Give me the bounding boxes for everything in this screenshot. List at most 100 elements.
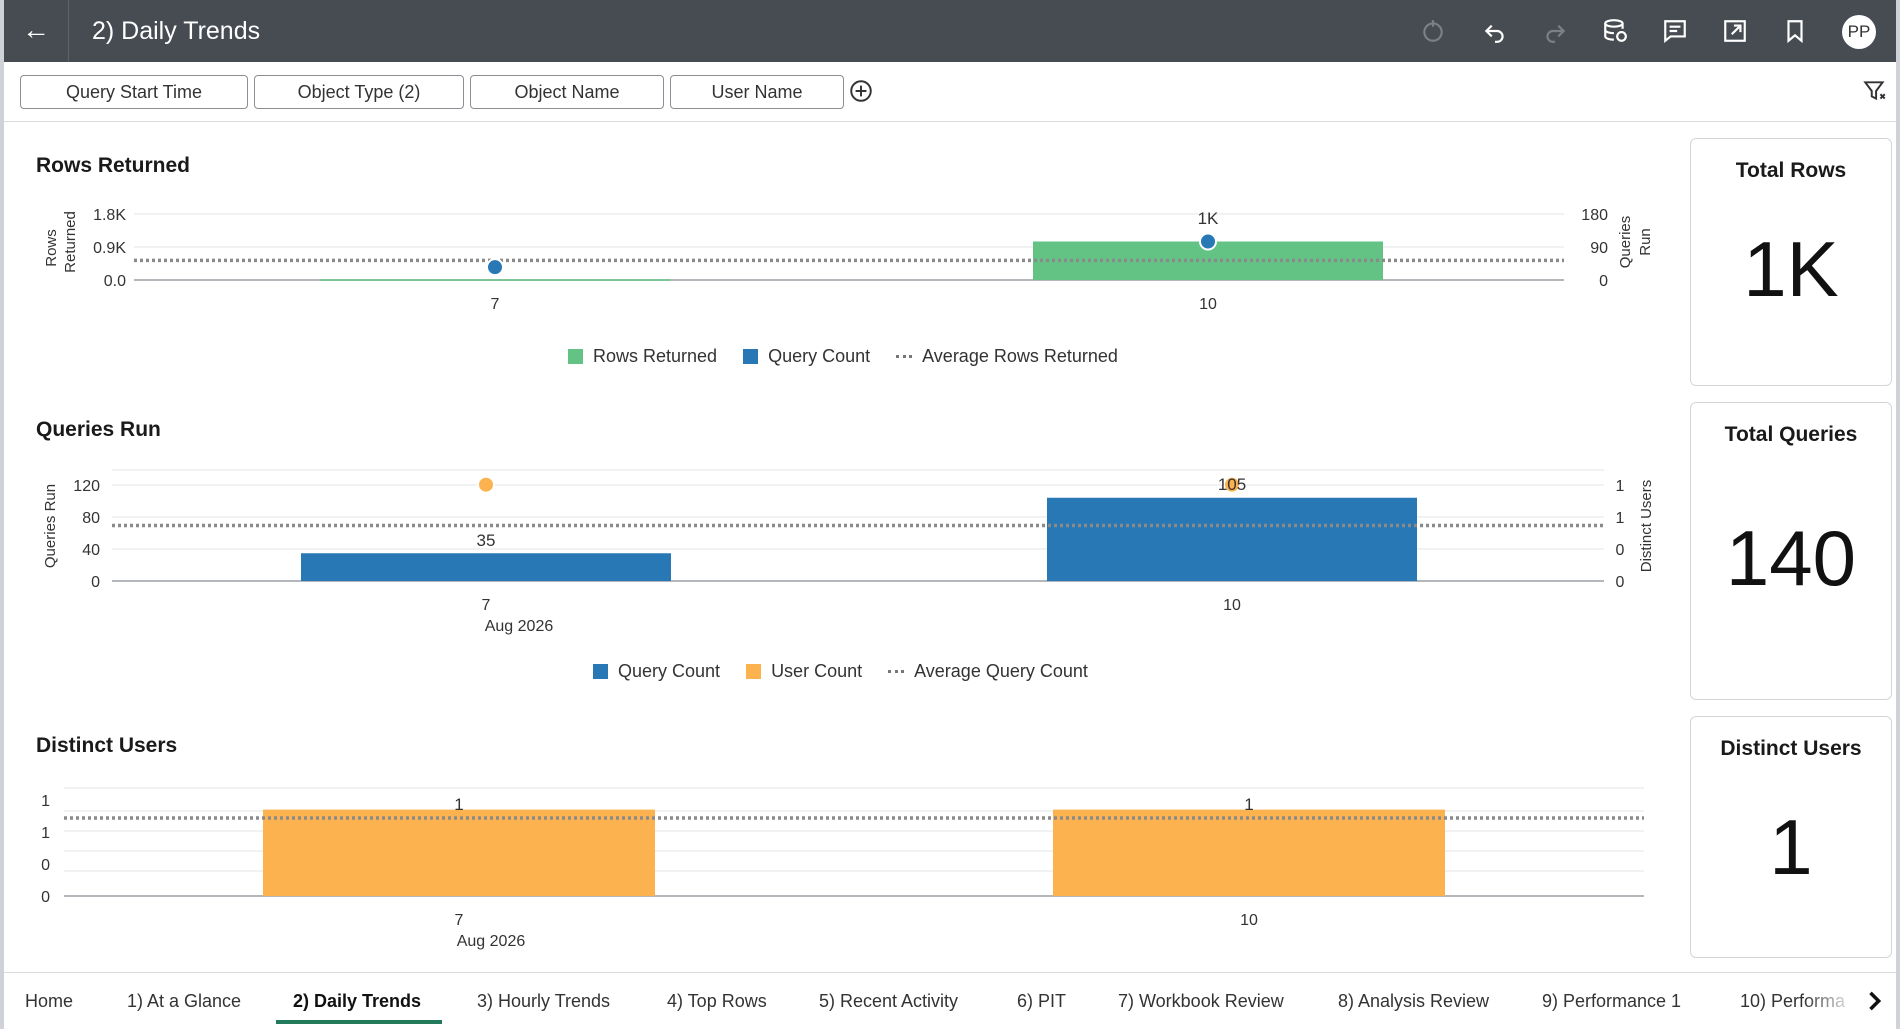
queries-run-bar-label: 105 [1218, 475, 1246, 494]
rows-returned-bar-label: 1K [1198, 209, 1219, 228]
distinct-users-bar[interactable] [263, 809, 655, 896]
add-filter-icon[interactable] [848, 78, 874, 104]
undo-icon[interactable] [1480, 16, 1510, 46]
rows-returned-legend: Rows Returned Query Count Average Rows R… [568, 346, 1144, 367]
tab-analysis-review[interactable]: 8) Analysis Review [1338, 991, 1490, 1011]
distinct-users-title: Distinct Users [36, 734, 178, 757]
rows-returned-right-tick: 0 [1599, 273, 1608, 290]
kpi-total-queries[interactable]: Total Queries 140 [1690, 402, 1892, 700]
tab-daily-trends[interactable]: 2) Daily Trends [293, 991, 422, 1011]
distinct-users-bar-label: 1 [454, 795, 463, 814]
distinct-users-left-tick: 0 [41, 857, 50, 874]
distinct-users-left-tick: 1 [41, 793, 50, 810]
refresh-icon[interactable] [1418, 16, 1448, 46]
queries-run-left-tick: 0 [91, 574, 100, 591]
legend-item-query-count[interactable]: Query Count [593, 661, 720, 682]
query-count-bar[interactable] [1047, 497, 1417, 581]
distinct-users-bar[interactable] [1053, 809, 1445, 896]
queries-run-x-label: 7 [482, 597, 491, 614]
chevron-right-icon[interactable] [1860, 987, 1888, 1015]
rows-returned-right-tick: 90 [1590, 240, 1608, 257]
bookmark-icon[interactable] [1780, 16, 1810, 46]
filter-query-start-time[interactable]: Query Start Time [20, 75, 248, 109]
export-icon[interactable] [1720, 16, 1750, 46]
queries-run-chart: Queries Run 120 80 40 0 1 1 0 0 Distinct… [42, 469, 1655, 635]
queries-run-right-tick: 1 [1616, 478, 1625, 495]
rows-returned-bar[interactable] [320, 279, 670, 281]
queries-run-right-tick: 0 [1616, 574, 1625, 591]
query-count-point[interactable] [486, 258, 504, 277]
kpi-value: 1K [1743, 225, 1839, 313]
user-count-point[interactable] [1223, 475, 1241, 494]
legend-item-query-count[interactable]: Query Count [743, 346, 870, 367]
kpi-title: Distinct Users [1720, 737, 1862, 760]
rows-returned-y2-title-1: Queries [1617, 216, 1634, 269]
tab-recent-activity[interactable]: 5) Recent Activity [819, 991, 959, 1011]
tabs-fade [1804, 973, 1856, 1023]
queries-run-left-tick: 80 [82, 510, 100, 527]
tab-top-rows[interactable]: 4) Top Rows [667, 991, 767, 1011]
back-arrow-icon[interactable]: ← [22, 14, 50, 45]
distinct-users-x-sublabel: Aug 2026 [457, 933, 526, 950]
kpi-distinct-users[interactable]: Distinct Users 1 [1690, 716, 1892, 958]
rows-returned-left-tick: 1.8K [93, 207, 126, 224]
legend-item-rows-returned[interactable]: Rows Returned [568, 346, 717, 367]
query-count-bar[interactable] [301, 553, 671, 581]
filter-bar: Query Start Time Object Type (2) Object … [4, 62, 1896, 122]
rows-returned-y-title-2: Returned [62, 211, 79, 273]
kpi-value: 1 [1769, 803, 1813, 891]
kpi-title: Total Queries [1724, 423, 1858, 446]
kpi-total-rows[interactable]: Total Rows 1K [1690, 138, 1892, 386]
comment-icon[interactable] [1660, 16, 1690, 46]
tab-performance-1[interactable]: 9) Performance 1 [1542, 991, 1682, 1011]
kpi-title: Total Rows [1735, 159, 1847, 182]
kpi-value: 140 [1725, 514, 1857, 602]
rows-returned-left-tick: 0.0 [104, 273, 126, 290]
rows-returned-x-label: 7 [491, 296, 500, 313]
queries-run-bar-label: 35 [477, 531, 496, 550]
header-divider [68, 0, 69, 62]
distinct-users-left-tick: 1 [41, 825, 50, 842]
page-title: 2) Daily Trends [92, 17, 261, 45]
rows-returned-y2-title-2: Run [1637, 228, 1654, 256]
legend-item-average-rows-returned[interactable]: Average Rows Returned [896, 346, 1118, 367]
rows-returned-y-title-1: Rows [43, 229, 60, 267]
redo-icon[interactable] [1540, 16, 1570, 46]
active-tab-indicator [276, 1020, 442, 1024]
tab-workbook-review[interactable]: 7) Workbook Review [1118, 991, 1284, 1011]
queries-run-right-tick: 0 [1616, 542, 1625, 559]
legend-item-user-count[interactable]: User Count [746, 661, 862, 682]
legend-item-average-query-count[interactable]: Average Query Count [888, 661, 1088, 682]
data-refresh-icon[interactable] [1600, 16, 1630, 46]
rows-returned-x-label: 10 [1199, 296, 1217, 313]
filter-settings-icon[interactable] [1862, 78, 1890, 106]
app-header: ← 2) Daily Trends PP [4, 0, 1896, 62]
tab-home[interactable]: Home [25, 991, 74, 1011]
distinct-users-x-label: 7 [455, 912, 464, 929]
query-count-point[interactable] [1199, 232, 1217, 251]
queries-run-y-title: Queries Run [42, 484, 59, 568]
rows-returned-left-tick: 0.9K [93, 240, 126, 257]
user-avatar[interactable]: PP [1842, 15, 1876, 49]
user-count-point[interactable] [477, 475, 495, 494]
tab-pit[interactable]: 6) PIT [1017, 991, 1067, 1011]
distinct-users-chart: 1 1 0 0 1 1 7 10 Aug 2026 [41, 787, 1644, 950]
distinct-users-left-tick: 0 [41, 889, 50, 906]
distinct-users-x-label: 10 [1240, 912, 1258, 929]
filter-object-name[interactable]: Object Name [470, 75, 664, 109]
tab-at-a-glance[interactable]: 1) At a Glance [127, 991, 242, 1011]
queries-run-left-tick: 40 [82, 542, 100, 559]
rows-returned-right-tick: 180 [1581, 207, 1608, 224]
rows-returned-title: Rows Returned [36, 154, 191, 177]
rows-returned-chart: Rows Returned 1.8K 0.9K 0.0 180 90 0 Que… [43, 207, 1654, 313]
filter-object-type[interactable]: Object Type (2) [254, 75, 464, 109]
queries-run-right-tick: 1 [1616, 510, 1625, 527]
page-tabs: Home 1) At a Glance 2) Daily Trends 3) H… [4, 972, 1896, 1024]
queries-run-x-sublabel: Aug 2026 [485, 618, 554, 635]
tab-hourly-trends[interactable]: 3) Hourly Trends [477, 991, 611, 1011]
queries-run-title: Queries Run [36, 418, 161, 441]
filter-user-name[interactable]: User Name [670, 75, 844, 109]
queries-run-left-tick: 120 [73, 478, 100, 495]
distinct-users-bar-label: 1 [1244, 795, 1253, 814]
